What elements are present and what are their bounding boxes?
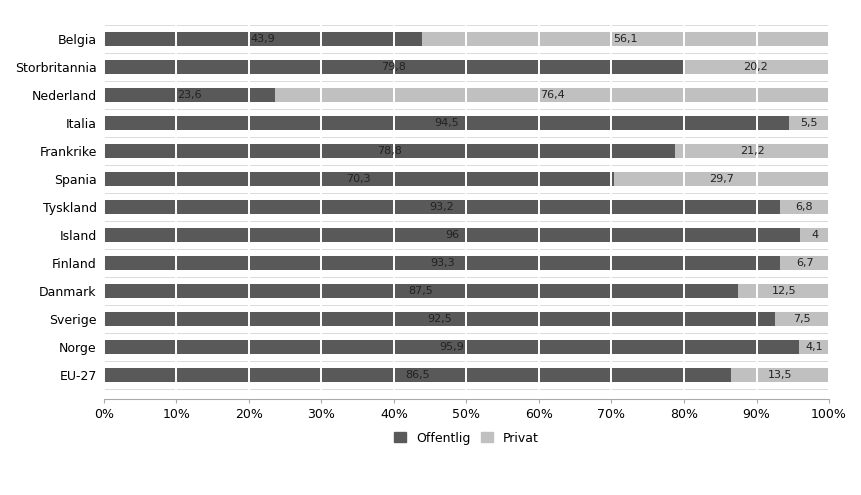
Text: 6,8: 6,8 — [795, 202, 812, 212]
Text: 79,8: 79,8 — [381, 62, 405, 72]
Text: 7,5: 7,5 — [792, 314, 809, 324]
Text: 76,4: 76,4 — [539, 91, 564, 100]
Text: 13,5: 13,5 — [767, 370, 791, 380]
Text: 87,5: 87,5 — [408, 286, 433, 296]
Text: 4: 4 — [810, 230, 817, 240]
Bar — [774, 312, 828, 326]
Bar — [730, 368, 828, 382]
Text: 20,2: 20,2 — [742, 62, 767, 72]
Bar — [613, 172, 828, 186]
Bar — [275, 89, 828, 102]
Text: 95,9: 95,9 — [438, 342, 463, 352]
Bar — [103, 284, 738, 298]
Text: 23,6: 23,6 — [177, 91, 201, 100]
Bar — [779, 200, 828, 214]
Bar — [789, 116, 828, 130]
Text: 78,8: 78,8 — [376, 147, 401, 156]
Text: 96: 96 — [444, 230, 458, 240]
Bar — [103, 33, 422, 47]
Bar — [103, 89, 275, 102]
Bar — [103, 172, 613, 186]
Text: 12,5: 12,5 — [771, 286, 795, 296]
Text: 93,3: 93,3 — [430, 258, 454, 268]
Text: 94,5: 94,5 — [434, 118, 458, 128]
Bar — [798, 340, 828, 354]
Bar — [103, 228, 799, 242]
Bar — [422, 33, 828, 47]
Text: 86,5: 86,5 — [405, 370, 430, 380]
Bar — [674, 144, 828, 158]
Text: 6,7: 6,7 — [795, 258, 813, 268]
Bar — [103, 116, 789, 130]
Text: 43,9: 43,9 — [251, 35, 275, 45]
Text: 21,2: 21,2 — [739, 147, 764, 156]
Bar — [103, 60, 682, 74]
Bar — [682, 60, 828, 74]
Legend: Offentlig, Privat: Offentlig, Privat — [387, 425, 545, 451]
Text: 56,1: 56,1 — [613, 35, 637, 45]
Bar — [103, 200, 779, 214]
Bar — [103, 256, 779, 270]
Bar — [103, 312, 774, 326]
Bar — [103, 340, 798, 354]
Bar — [738, 284, 828, 298]
Text: 70,3: 70,3 — [346, 174, 370, 184]
Bar — [103, 368, 730, 382]
Text: 4,1: 4,1 — [804, 342, 822, 352]
Bar — [779, 256, 828, 270]
Text: 5,5: 5,5 — [799, 118, 817, 128]
Bar — [103, 144, 674, 158]
Bar — [799, 228, 828, 242]
Text: 29,7: 29,7 — [708, 174, 733, 184]
Text: 93,2: 93,2 — [429, 202, 454, 212]
Text: 92,5: 92,5 — [426, 314, 451, 324]
